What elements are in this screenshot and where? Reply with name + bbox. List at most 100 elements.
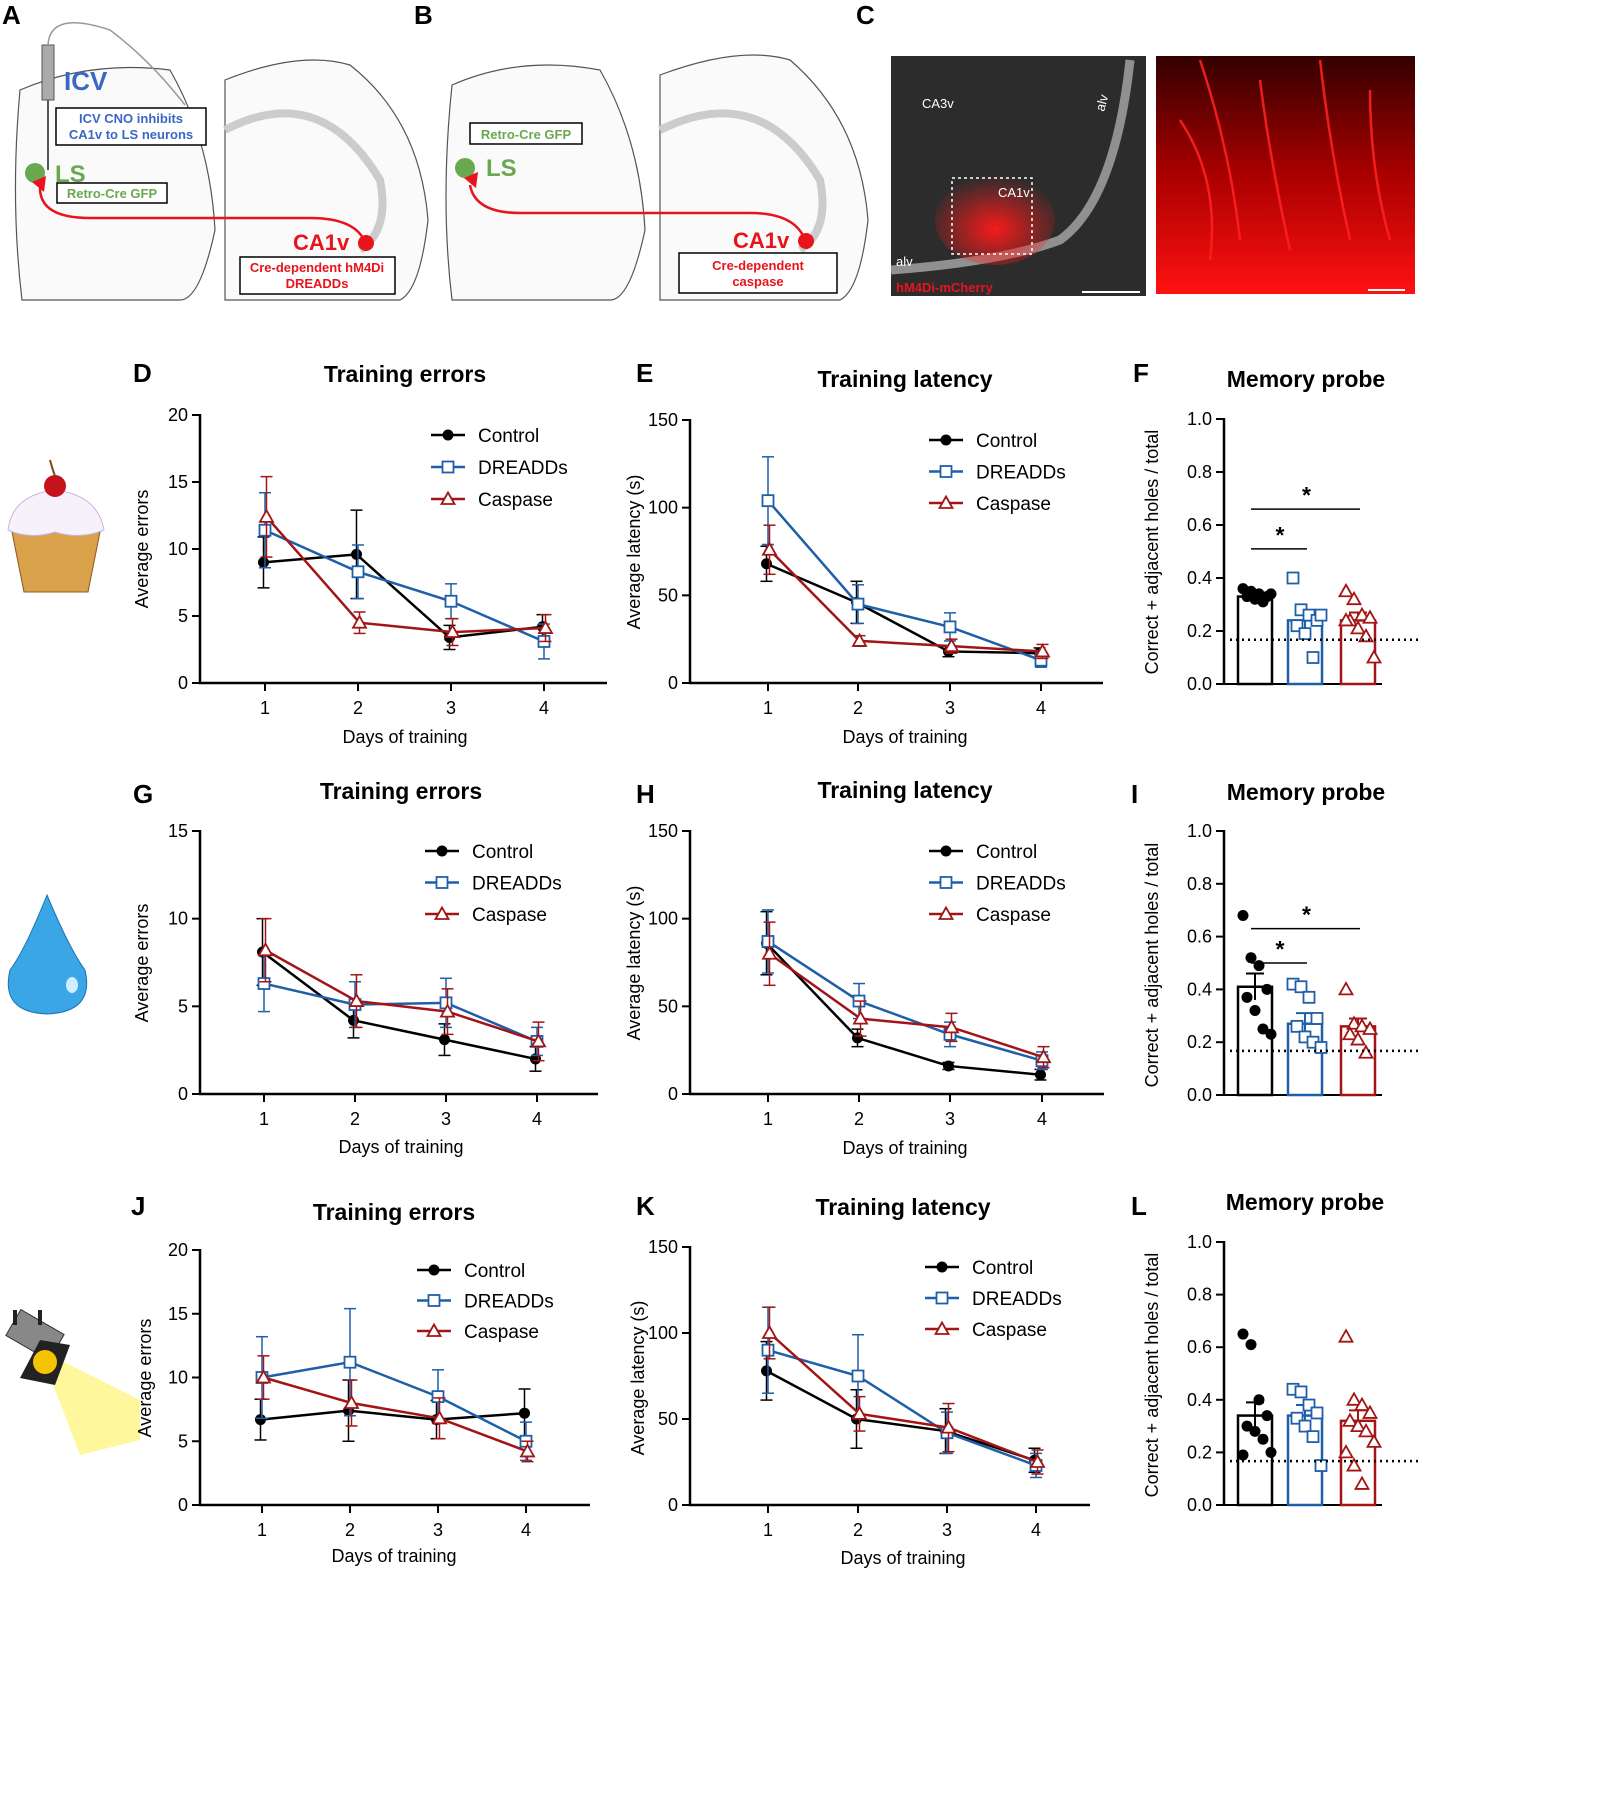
legend-marker [935, 1291, 949, 1305]
y-tick-label: 0.0 [1187, 1495, 1212, 1515]
y-tick-label: 0.6 [1187, 1337, 1212, 1357]
retro-cre-label-b: Retro-Cre GFP [481, 127, 572, 142]
chart-title: Memory probe [1227, 779, 1385, 805]
cre-box-a-line2: DREADDs [286, 276, 349, 291]
x-tick-label: 3 [942, 1520, 952, 1540]
data-point [851, 597, 865, 611]
data-point [1306, 1430, 1320, 1444]
data-point [1257, 1433, 1269, 1445]
y-tick-label: 0 [178, 1495, 188, 1515]
x-tick-label: 2 [350, 1109, 360, 1129]
series-line [765, 1369, 1035, 1462]
ca1v-marker-icon [358, 235, 374, 251]
arrowhead-icon [32, 176, 46, 192]
panel-j: J Training errors 0 5 10 15 20 Average errors 1 2… [131, 1191, 590, 1566]
y-tick-label: 100 [648, 498, 678, 518]
panel-i: I Memory probe 0.0 0.2 0.4 0.6 0.8 1.0 Correct +… [1131, 779, 1422, 1105]
x-tick-label: 1 [763, 698, 773, 718]
y-tick-label: 10 [168, 1368, 188, 1388]
legend-label: DREADDs [464, 1292, 554, 1313]
data-point [258, 523, 272, 537]
data-point [1341, 1025, 1359, 1041]
legend-label: Caspase [972, 1320, 1047, 1341]
legend-marker [427, 1294, 441, 1307]
stain-label: hM4Di-mCherry [896, 280, 994, 295]
x-tick-label: 4 [539, 698, 549, 718]
legend-marker [435, 876, 449, 889]
data-point [255, 1414, 266, 1426]
chart-title: Training latency [815, 1194, 990, 1220]
y-tick-label: 0.8 [1187, 874, 1212, 894]
ls-label-b: LS [486, 155, 517, 182]
bar-dreadds [1286, 1382, 1328, 1507]
series-line [767, 940, 1043, 1062]
y-tick-label: 0.4 [1187, 1390, 1212, 1410]
chart-title: Memory probe [1226, 1189, 1384, 1215]
panel-a-diagram: A ICV ICV CNO inhibits CA1v to LS neuron… [2, 0, 429, 301]
series-line [261, 950, 536, 1061]
cre-box-b-line1: Cre-dependent [712, 258, 804, 273]
y-axis-label: Correct + adjacent holes / total [1142, 843, 1162, 1088]
data-point [1365, 649, 1383, 664]
y-tick-label: 50 [658, 996, 678, 1016]
data-point [351, 548, 362, 560]
y-tick-label: 1.0 [1187, 821, 1212, 841]
y-tick-label: 0.2 [1187, 1032, 1212, 1052]
y-tick-label: 15 [168, 1304, 188, 1324]
legend-label: Control [464, 1261, 525, 1282]
y-axis-label: Average errors [132, 904, 152, 1023]
panel-letter: D [133, 358, 152, 388]
ca1v-label-a: CA1v [293, 230, 350, 255]
data-point [439, 1034, 450, 1046]
data-point [1337, 1444, 1355, 1459]
data-point [1337, 582, 1355, 598]
series-line [263, 982, 538, 1043]
y-tick-label: 5 [178, 606, 188, 626]
bar-dreadds [1286, 977, 1328, 1097]
data-point [851, 1369, 865, 1383]
legend-item-caspase: Caspase [929, 905, 1051, 926]
data-point [1035, 1048, 1052, 1064]
series-caspase [761, 921, 1052, 1069]
data-point [1310, 1012, 1324, 1025]
significance-star: * [1302, 902, 1311, 928]
data-point [258, 556, 269, 568]
data-point [537, 619, 554, 634]
bar-caspase [1337, 1328, 1383, 1507]
y-tick-label: 150 [648, 1237, 678, 1257]
y-tick-label: 5 [178, 1431, 188, 1451]
y-tick-label: 0.8 [1187, 1285, 1212, 1305]
data-point [1349, 1417, 1367, 1432]
data-point [1345, 1015, 1363, 1030]
data-point [1261, 1410, 1273, 1422]
data-point [1314, 608, 1328, 622]
panel-c-micrographs: C CA3v alv CA1v alv hM4Di-mCherry [856, 0, 1415, 296]
data-point [1361, 1404, 1379, 1419]
y-tick-label: 10 [168, 909, 188, 929]
legend-item-control: Control [425, 842, 533, 863]
series-caspase [257, 917, 547, 1062]
data-point [1353, 1475, 1371, 1490]
data-point [851, 632, 868, 647]
data-point [1249, 1425, 1261, 1437]
x-tick-label: 3 [945, 1109, 955, 1129]
data-point [1257, 596, 1269, 608]
data-point [519, 1407, 530, 1419]
panel-letter: F [1133, 358, 1149, 388]
series-dreadds [761, 456, 1048, 668]
icv-label: ICV [64, 66, 108, 96]
legend-item-caspase: Caspase [425, 905, 547, 926]
y-tick-label: 0.0 [1187, 1085, 1212, 1105]
legend-marker [439, 490, 457, 505]
data-point [1353, 606, 1371, 621]
panel-letter: E [636, 358, 653, 388]
series-line [263, 553, 543, 639]
y-tick-label: 15 [168, 472, 188, 492]
x-tick-label: 4 [1031, 1520, 1041, 1540]
data-point [348, 1014, 359, 1026]
y-axis-label: Average latency (s) [628, 1301, 648, 1456]
cannula-icon [41, 44, 55, 101]
legend-marker [933, 1320, 951, 1335]
legend-item-control: Control [929, 431, 1037, 452]
